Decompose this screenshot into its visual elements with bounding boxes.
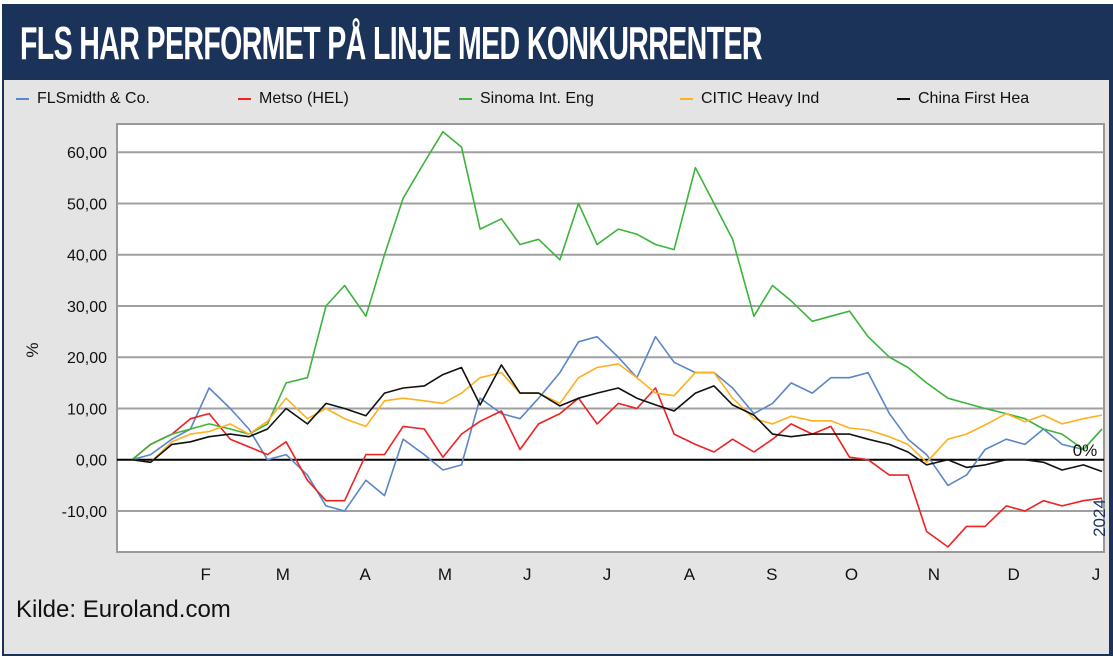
x-tick-label: O <box>845 565 858 584</box>
legend-item: CITIC Heavy Ind <box>680 90 819 108</box>
x-tick-label: F <box>201 565 211 584</box>
line-chart: -10,00 0,00 10,00 20,00 30,00 40,00 50,00 60,00… <box>23 123 1109 584</box>
page-title: FLS HAR PERFORMET PÅ LINJE MED KONKURREN… <box>20 17 762 69</box>
x-tick-label: J <box>1092 565 1101 584</box>
legend-swatch <box>238 98 251 100</box>
series-line-4 <box>131 364 1103 473</box>
legend-label: Sinoma Int. Eng <box>480 90 594 107</box>
legend-item: FLSmidth & Co. <box>16 90 150 108</box>
legend-label: FLSmidth & Co. <box>37 90 150 107</box>
chart-frame: FLS HAR PERFORMET PÅ LINJE MED KONKURREN… <box>2 4 1113 656</box>
y-axis-label: % <box>23 342 42 357</box>
zero-percent-label: 0% <box>1073 441 1098 460</box>
y-tick-label: 10,00 <box>67 401 107 418</box>
y-tick-label: 0,00 <box>76 453 107 470</box>
y-tick-label: 20,00 <box>67 350 107 367</box>
plot-area <box>116 123 1105 553</box>
x-tick-label: J <box>603 565 612 584</box>
x-tick-label: S <box>766 565 777 584</box>
x-tick-label: M <box>438 565 452 584</box>
legend-label: CITIC Heavy Ind <box>701 90 820 107</box>
series-line-1 <box>131 387 1103 548</box>
legend-swatch <box>897 98 910 100</box>
legend-label: Metso (HEL) <box>259 90 349 107</box>
x-tick-label: M <box>276 565 290 584</box>
x-tick-label: D <box>1007 565 1019 584</box>
y-tick-label: -10,00 <box>62 504 107 521</box>
source-label: Kilde: Euroland.com <box>16 596 231 623</box>
y-tick-label: 60,00 <box>67 145 107 162</box>
x-tick-label: A <box>684 565 696 584</box>
y-tick-label: 30,00 <box>67 299 107 316</box>
series-line-3 <box>131 363 1103 464</box>
legend-item: Metso (HEL) <box>238 90 349 108</box>
legend-item: China First Hea <box>897 90 1029 108</box>
series-line-0 <box>131 335 1103 512</box>
x-tick-label: J <box>523 565 532 584</box>
x-tick-label: A <box>360 565 372 584</box>
header-bar: FLS HAR PERFORMET PÅ LINJE MED KONKURREN… <box>4 6 1109 80</box>
x-tick-label: N <box>928 565 940 584</box>
y-tick-label: 40,00 <box>67 248 107 265</box>
year-label: 2024 <box>1090 499 1109 537</box>
y-tick-label: 50,00 <box>67 196 107 213</box>
legend-label: China First Hea <box>918 90 1030 107</box>
legend: FLSmidth & Co. Metso (HEL) Sinoma Int. Eng… <box>4 84 1109 114</box>
legend-item: Sinoma Int. Eng <box>459 90 594 108</box>
legend-swatch <box>680 98 693 100</box>
legend-swatch <box>16 98 29 100</box>
legend-swatch <box>459 98 472 100</box>
series-line-2 <box>131 130 1103 461</box>
